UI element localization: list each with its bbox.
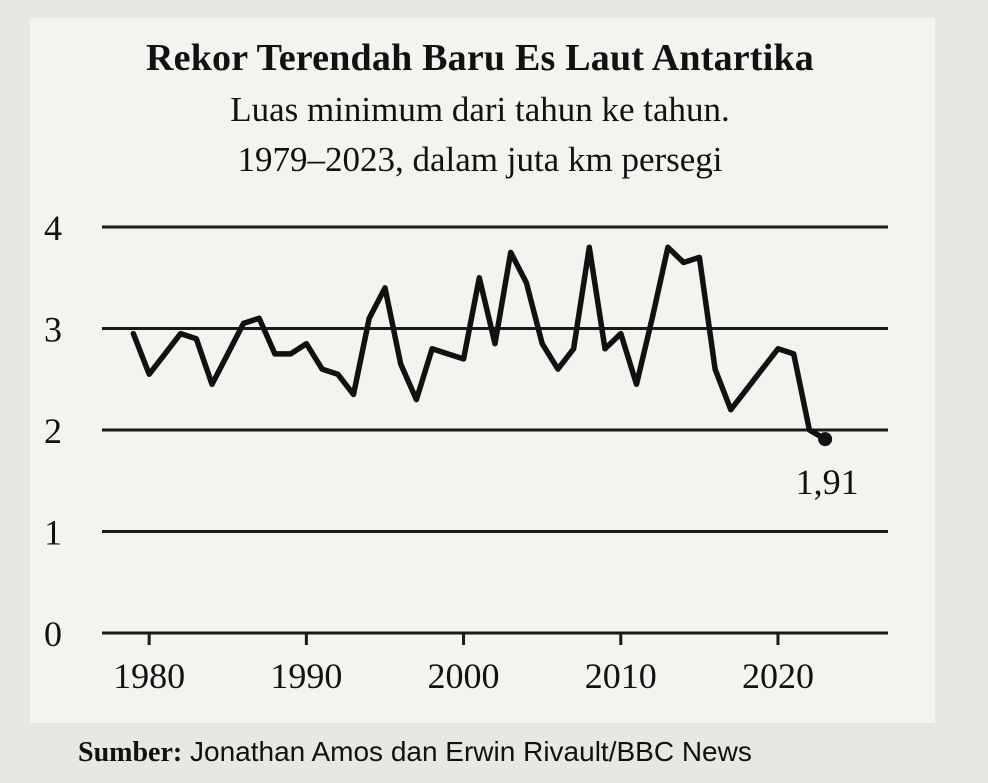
x-tick-label-2010: 2010 — [585, 656, 657, 696]
y-tick-label-1: 1 — [44, 513, 62, 553]
x-tick-label-2000: 2000 — [428, 656, 500, 696]
x-tick-label-1990: 1990 — [270, 656, 342, 696]
source-text: Jonathan Amos dan Erwin Rivault/BBC News — [190, 736, 752, 767]
source-label: Sumber: — [78, 737, 183, 768]
series-line-0 — [130, 244, 828, 442]
chart-subtitle-line1: Luas minimum dari tahun ke tahun. — [230, 90, 730, 129]
chart-title: Rekor Terendah Baru Es Laut Antartika — [146, 37, 814, 79]
annotation-label: 1,91 — [796, 462, 859, 502]
chart-subtitle-line2: 1979–2023, dalam juta km persegi — [237, 140, 723, 179]
y-tick-label-0: 0 — [44, 614, 62, 654]
y-tick-label-3: 3 — [44, 310, 62, 350]
y-tick-label-4: 4 — [44, 208, 62, 248]
source-credit: Sumber: Jonathan Amos dan Erwin Rivault/… — [78, 736, 752, 769]
x-tick-label-1980: 1980 — [113, 656, 185, 696]
chart-panel — [30, 18, 935, 723]
x-tick-label-2020: 2020 — [742, 656, 814, 696]
endpoint-marker — [818, 432, 833, 447]
y-tick-label-2: 2 — [44, 411, 62, 451]
